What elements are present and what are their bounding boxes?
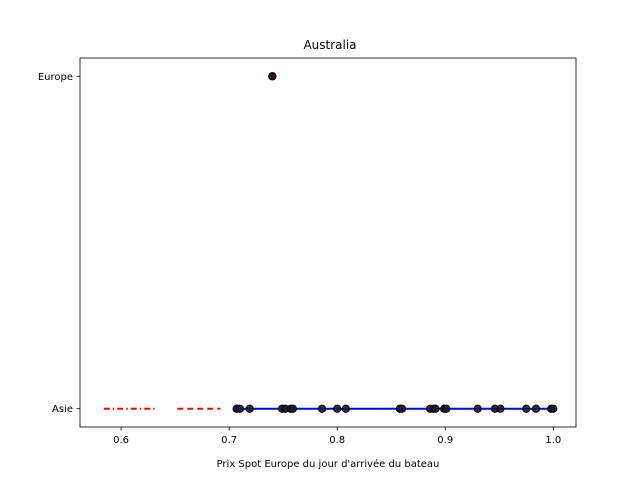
data-point xyxy=(522,404,531,413)
axes: 0.6 0.7 0.8 0.9 1.0 Asie Europe xyxy=(38,72,561,446)
x-tick-label: 0.7 xyxy=(221,435,237,446)
data-point xyxy=(397,404,407,413)
plot-area xyxy=(103,72,558,413)
data-point xyxy=(496,404,505,413)
data-point xyxy=(333,404,342,413)
chart-title: Australia xyxy=(303,38,356,52)
y-tick-label: Europe xyxy=(38,72,73,83)
data-point xyxy=(245,404,254,413)
data-point xyxy=(288,404,297,413)
data-point xyxy=(531,404,541,413)
x-tick-label: 0.8 xyxy=(329,435,345,446)
data-point xyxy=(268,72,277,81)
data-point xyxy=(549,404,558,413)
y-tick-label: Asie xyxy=(52,404,73,415)
x-tick-label: 0.6 xyxy=(113,435,129,446)
data-point xyxy=(473,404,482,413)
data-point xyxy=(235,404,245,413)
x-tick-label: 0.9 xyxy=(437,435,453,446)
plot-frame xyxy=(79,57,577,428)
data-point xyxy=(431,404,440,413)
x-tick-label: 1.0 xyxy=(545,435,561,446)
x-axis-label: Prix Spot Europe du jour d'arrivée du ba… xyxy=(217,458,440,470)
data-point xyxy=(341,404,350,413)
data-point xyxy=(317,404,327,413)
data-point xyxy=(442,404,451,413)
